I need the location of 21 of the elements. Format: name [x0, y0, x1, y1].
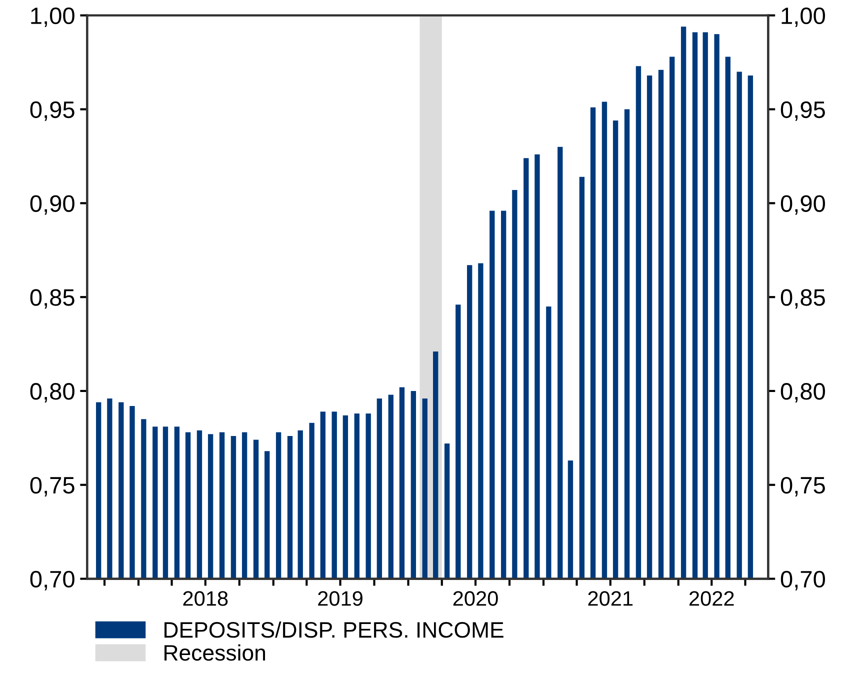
- x-tick-label: 2022: [690, 591, 734, 606]
- legend-label: Recession: [164, 644, 266, 661]
- y2-tick-label: 0,95: [780, 101, 825, 121]
- y2-tick-label: 0,70: [780, 570, 826, 590]
- x-tick-label: 2019: [318, 591, 362, 606]
- y2-tick-label: 0,80: [780, 383, 826, 403]
- y2-tick-label: 0,85: [780, 289, 825, 309]
- y-tick-label: 0,80: [30, 383, 74, 403]
- y-tick-label: 0,70: [30, 570, 74, 590]
- y-tick-label: 0,90: [30, 195, 74, 215]
- x-tick-label: 2020: [453, 591, 498, 606]
- y2-tick-label: 1,00: [782, 7, 826, 27]
- y2-tick-label: 0,75: [780, 476, 825, 496]
- x-tick-label: 2018: [183, 591, 228, 606]
- y-tick-label: 0,95: [30, 101, 74, 121]
- y-tick-label: 0,75: [30, 476, 74, 496]
- y-tick-label: 0,85: [30, 289, 74, 309]
- x-tick-label: 2021: [588, 591, 633, 606]
- y-tick-label: 1,00: [31, 7, 74, 27]
- legend-label: DEPOSITS/DISP. PERS. INCOME: [164, 621, 504, 638]
- y2-tick-label: 0,90: [780, 195, 826, 215]
